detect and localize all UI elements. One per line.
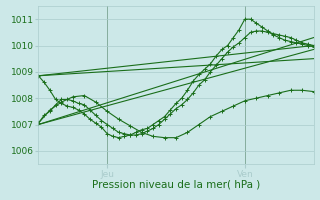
X-axis label: Pression niveau de la mer( hPa ): Pression niveau de la mer( hPa ) [92, 180, 260, 190]
